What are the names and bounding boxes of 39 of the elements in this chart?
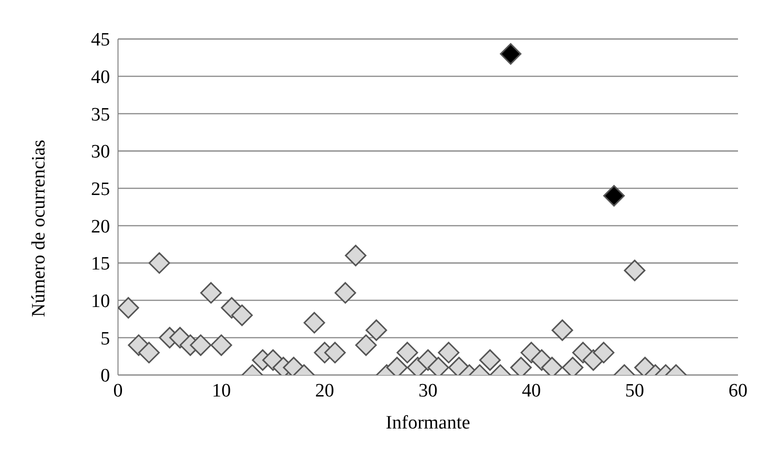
point <box>304 312 326 334</box>
y-tick-label: 25 <box>91 179 110 200</box>
point <box>210 334 232 356</box>
y-tick-label: 20 <box>91 216 110 238</box>
point <box>500 43 522 65</box>
point <box>396 342 418 364</box>
point <box>200 282 222 304</box>
point <box>231 304 253 326</box>
y-axis-title: Número de ocurrencias <box>28 140 50 317</box>
point <box>334 282 356 304</box>
x-tick-label: 50 <box>625 380 644 402</box>
point <box>479 349 501 371</box>
x-axis-title: Informante <box>386 412 470 434</box>
x-tick-label: 20 <box>315 380 334 402</box>
y-tick-label: 40 <box>91 67 110 88</box>
point <box>366 319 388 341</box>
y-tick-label: 30 <box>91 142 110 163</box>
y-tick-label: 0 <box>100 366 110 387</box>
point <box>355 334 377 356</box>
y-tick-label: 10 <box>91 291 110 312</box>
x-tick-label: 30 <box>418 380 438 402</box>
point <box>138 342 160 364</box>
y-tick-label: 5 <box>100 328 110 350</box>
point <box>592 342 614 364</box>
point <box>344 244 366 266</box>
point <box>438 342 460 364</box>
x-tick-label: 60 <box>728 380 748 402</box>
x-tick-label: 10 <box>212 380 231 402</box>
point <box>552 319 574 341</box>
point <box>118 297 140 319</box>
point <box>324 342 346 364</box>
y-tick-label: 35 <box>91 104 110 126</box>
x-tick-label: 40 <box>522 380 541 402</box>
y-tick-label: 15 <box>91 254 110 275</box>
point <box>603 185 625 207</box>
point <box>624 260 646 282</box>
point <box>148 252 170 274</box>
y-tick-label: 45 <box>91 30 110 51</box>
point <box>190 334 212 356</box>
